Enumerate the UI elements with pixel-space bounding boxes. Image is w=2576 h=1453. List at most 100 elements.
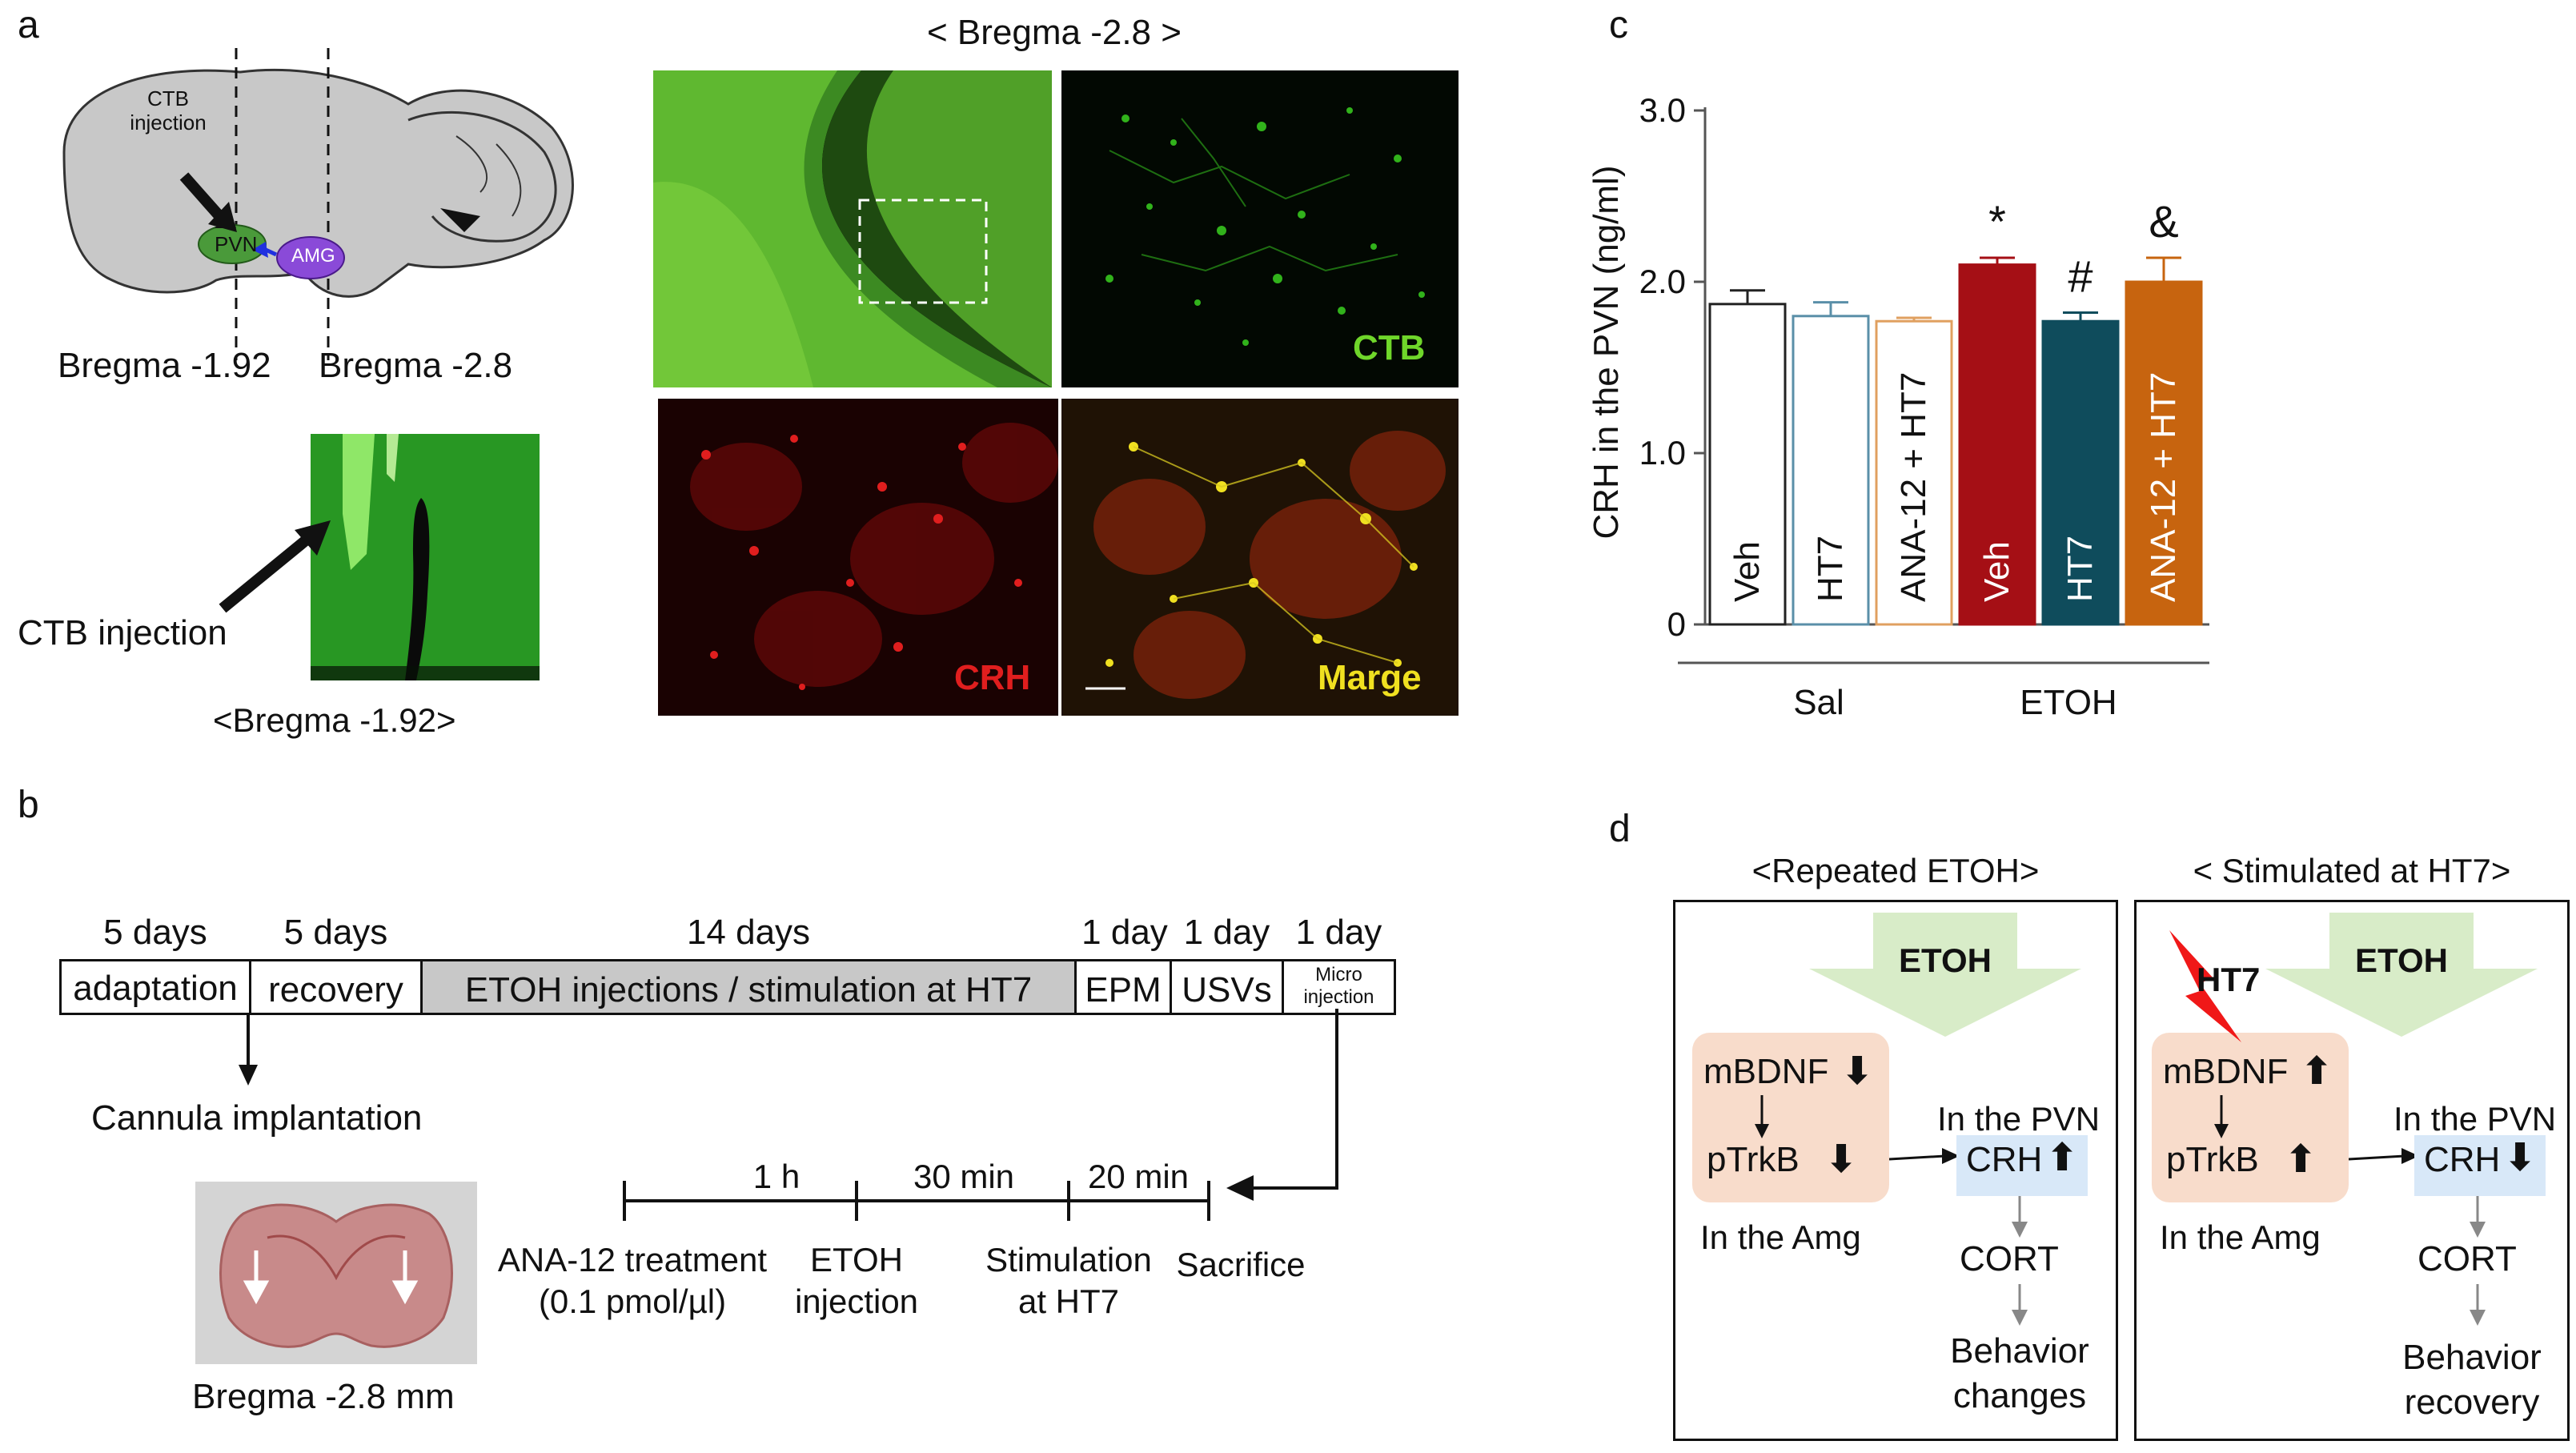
duration-epm: 1 day: [1081, 913, 1168, 952]
amg-to-pvn-arrow-right: [2349, 1148, 2419, 1164]
event-ana12-line2: (0.1 pmol/µl): [538, 1282, 727, 1320]
etoh-label-right: ETOH: [2355, 941, 2448, 979]
panel-label-d: d: [1609, 808, 1631, 850]
mbdnf-down-arrow-left: ⬇: [1841, 1050, 1874, 1093]
group-label-1: ETOH: [2020, 683, 2117, 722]
label-micro-line2: injection: [1303, 986, 1374, 1008]
mbdnf-up-arrow-right: ⬆: [2301, 1050, 2333, 1093]
etoh-arrow-right: [2265, 913, 2538, 1037]
crh-cort-arrow-right: [2470, 1196, 2486, 1238]
bar-label-2: ANA-12 + HT7: [1894, 372, 1933, 602]
event-stim-line1: Stimulation: [985, 1241, 1152, 1278]
schematic-left-box: [1673, 900, 2118, 1441]
ctb-injection-inset-image: [311, 434, 540, 680]
label-micro: Micro injection: [1282, 964, 1396, 1009]
bar-1: [1792, 315, 1870, 626]
ht7-label: HT7: [2197, 961, 2261, 998]
micro-overview-image: [653, 70, 1052, 387]
ptrkb-up-arrow-right: ⬆: [2285, 1138, 2317, 1181]
bregma-left-label: Bregma -1.92: [58, 346, 271, 385]
amg-region: [276, 236, 345, 279]
interval-20min: 20 min: [1087, 1158, 1190, 1195]
bar-5: [2125, 280, 2203, 626]
cort-behavior-arrow-left: [2012, 1284, 2028, 1326]
in-pvn-left: In the PVN: [1937, 1100, 2101, 1138]
behavior-left-line1: Behavior: [1950, 1331, 2089, 1371]
behavior-right: Behavior recovery: [2374, 1335, 2570, 1425]
significance-4: #: [2068, 251, 2092, 302]
crh-left: CRH: [1966, 1140, 2043, 1179]
group-label-0: Sal: [1793, 683, 1844, 722]
chart-axes: 0 1.0 2.0 3.0: [1639, 91, 2209, 664]
label-micro-line1: Micro: [1315, 964, 1362, 985]
schematic-right-box: [2134, 900, 2570, 1441]
crh-bar-chart: 0 1.0 2.0 3.0 Veh HT7 ANA-12 + HT7 Veh * HT7 # ANA…: [1639, 91, 2209, 722]
micro-label-merge: Marge: [1318, 658, 1422, 697]
cort-right: CORT: [2418, 1239, 2517, 1278]
amg-flow-arrow-left: [1755, 1095, 1769, 1138]
mbdnf-left: mBDNF: [1703, 1052, 1829, 1091]
panel-label-b: b: [18, 784, 39, 826]
in-amg-left: In the Amg: [1700, 1218, 1861, 1256]
inset-caption: <Bregma -1.92>: [213, 701, 456, 739]
timeline-etoh: [420, 959, 1077, 1015]
sub-timeline: [623, 1009, 1338, 1221]
ht7-lightning-icon: [2169, 930, 2241, 1042]
amg-box-right: [2152, 1033, 2349, 1202]
label-adaptation: adaptation: [73, 969, 238, 1008]
pvn-box-left: [1956, 1135, 2088, 1196]
brain-coronal-caption: Bregma -2.8 mm: [192, 1377, 455, 1416]
micro-zoom-box: [858, 199, 988, 304]
micro-label-ctb: CTB: [1353, 328, 1426, 367]
chart-labels: Veh HT7 ANA-12 + HT7 Veh * HT7 # ANA-12 + HT7 & S…: [1727, 196, 2183, 722]
bar-label-4: HT7: [2060, 536, 2100, 602]
ptrkb-left: pTrkB: [1707, 1140, 1800, 1179]
micro-title: < Bregma -2.8 >: [927, 13, 1182, 52]
significance-5: &: [2149, 196, 2178, 247]
crh-down-arrow-right: ⬇: [2504, 1137, 2537, 1179]
behavior-left-line2: changes: [1952, 1376, 2087, 1415]
ptrkb-down-arrow-left: ⬇: [1825, 1138, 1858, 1181]
crh-right: CRH: [2424, 1140, 2501, 1179]
bregma-right-label: Bregma -2.8: [319, 346, 513, 385]
amg-to-pvn-arrow-left: [1889, 1148, 1960, 1164]
brain-sagittal-schematic: [62, 48, 574, 360]
duration-micro: 1 day: [1295, 913, 1382, 952]
significance-3: *: [1988, 196, 2006, 247]
y-tick-label-3: 3.0: [1639, 91, 1686, 129]
panel-label-a: a: [18, 4, 39, 46]
event-ana12-line1: ANA-12 treatment: [497, 1241, 768, 1278]
event-sacrifice: Sacrifice: [1176, 1246, 1306, 1283]
duration-adaptation: 5 days: [103, 913, 207, 952]
ctb-injection-label: CTB injection: [120, 86, 216, 134]
interval-30min: 30 min: [913, 1158, 1015, 1195]
label-recovery: recovery: [268, 970, 403, 1009]
bar-label-0: Veh: [1727, 541, 1767, 602]
event-ana12: ANA-12 treatment (0.1 pmol/µl): [496, 1239, 768, 1323]
ctb-label-line2: injection: [130, 110, 207, 134]
amg-box-left: [1692, 1033, 1889, 1202]
amg-label: AMG: [291, 245, 335, 267]
bar-label-5: ANA-12 + HT7: [2144, 372, 2183, 602]
label-usvs: USVs: [1182, 970, 1272, 1009]
crh-cort-arrow-left: [2012, 1196, 2028, 1238]
timeline-micro: [1282, 959, 1396, 1015]
duration-recovery: 5 days: [283, 913, 388, 952]
pvn-box-right: [2414, 1135, 2546, 1196]
bar-2: [1875, 319, 1953, 626]
behavior-right-line1: Behavior: [2402, 1338, 2542, 1377]
duration-usvs: 1 day: [1183, 913, 1270, 952]
y-tick-label-2: 2.0: [1639, 263, 1686, 300]
chart-bars: [1708, 256, 2203, 626]
micro-ctb-image: [1061, 70, 1459, 387]
in-pvn-right: In the PVN: [2393, 1100, 2557, 1138]
label-epm: EPM: [1085, 970, 1162, 1009]
event-stim-line2: at HT7: [1017, 1282, 1120, 1320]
crh-up-arrow-left: ⬆: [2046, 1137, 2079, 1179]
ctb-label-line1: CTB: [147, 86, 189, 110]
ptrkb-right: pTrkB: [2166, 1140, 2259, 1179]
chart-ylabel: CRH in the PVN (ng/ml): [1587, 165, 1626, 540]
cannula-arrow: [239, 1015, 258, 1086]
cannula-label: Cannula implantation: [91, 1098, 423, 1138]
bar-label-3: Veh: [1977, 541, 2016, 602]
